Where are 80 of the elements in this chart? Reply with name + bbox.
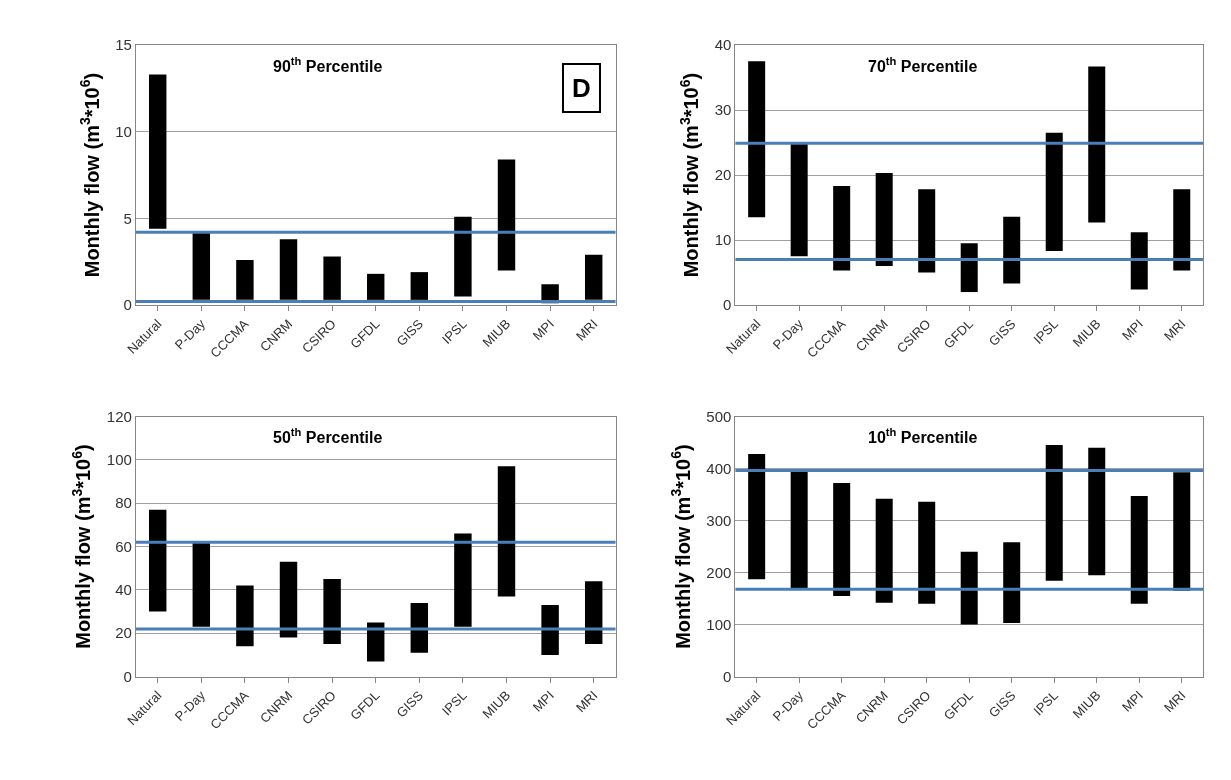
y-tick-label: 15	[115, 36, 132, 54]
bar	[279, 239, 298, 300]
text: 10$^{th}$ Percentile	[868, 426, 978, 446]
bar	[1003, 542, 1021, 623]
bar	[323, 579, 341, 645]
bar	[1003, 216, 1021, 284]
x-tick-label: IPSL	[439, 316, 470, 347]
bar	[192, 542, 211, 627]
bar	[497, 159, 516, 271]
bar	[1088, 66, 1106, 223]
bar	[366, 273, 385, 300]
bar	[279, 561, 298, 638]
bar	[1088, 447, 1106, 576]
y-tick-label: 400	[706, 459, 732, 477]
y-tick-label: 120	[106, 407, 132, 425]
bar	[1130, 496, 1148, 604]
x-tick-label: MRI	[572, 316, 601, 344]
y-tick-label: 200	[706, 563, 732, 581]
y-tick-label: 10	[115, 122, 132, 140]
y-tick-label: 40	[714, 36, 732, 54]
bar	[148, 74, 167, 229]
y-tick-label: 40	[115, 581, 132, 599]
bar	[584, 254, 603, 300]
bar	[410, 602, 429, 653]
bar	[960, 551, 978, 625]
bar	[454, 216, 472, 297]
x-tick-label: MPI	[529, 316, 557, 344]
bar	[918, 189, 936, 273]
x-tick-label: MRI	[1161, 687, 1189, 716]
y-tick-label: 0	[123, 667, 132, 685]
y-tick-label: 0	[723, 667, 732, 685]
bar	[410, 272, 429, 300]
bar	[833, 483, 851, 596]
bar	[148, 509, 167, 612]
y-tick-label: 5	[123, 209, 132, 227]
bar	[323, 256, 341, 300]
bar	[960, 243, 978, 293]
bar	[1045, 132, 1063, 252]
y-tick-label: 0	[723, 296, 732, 314]
y-tick-label: 0	[123, 296, 132, 314]
annotation: D	[572, 73, 591, 103]
bar	[192, 232, 211, 300]
bar	[875, 173, 893, 267]
y-tick-label: 80	[115, 494, 132, 512]
y-tick-label: 30	[714, 101, 732, 119]
bar	[236, 585, 254, 647]
bar	[1173, 472, 1191, 591]
x-tick-label: MRI	[572, 687, 601, 716]
bar	[541, 605, 559, 655]
y-tick-label: 60	[115, 537, 132, 555]
bar	[790, 471, 808, 589]
bar	[1130, 232, 1148, 290]
y-tick-label: 500	[706, 407, 732, 425]
y-tick-label: 20	[714, 166, 732, 184]
y-tick-label: 100	[106, 451, 132, 469]
text: 50$^{th}$ Percentile	[273, 426, 383, 446]
y-tick-label: 100	[706, 615, 732, 633]
y-tick-label: 20	[115, 624, 132, 642]
bar	[918, 501, 936, 604]
x-tick-label: MRI	[1161, 316, 1189, 344]
y-tick-label: 10	[714, 231, 732, 249]
bar	[1173, 189, 1191, 271]
x-tick-label: IPSL	[1030, 316, 1061, 347]
y-tick-label: 300	[706, 511, 732, 529]
bar	[790, 142, 808, 257]
bar	[497, 466, 516, 597]
bar	[1045, 445, 1063, 581]
text: 70$^{th}$ Percentile	[868, 55, 978, 75]
bar	[366, 622, 385, 662]
bar	[833, 186, 851, 271]
x-tick-label: MPI	[529, 687, 557, 715]
bar	[875, 498, 893, 603]
x-tick-label: MPI	[1119, 316, 1146, 344]
bar	[748, 61, 766, 218]
text: 90$^{th}$ Percentile	[273, 55, 383, 75]
bar	[584, 581, 603, 645]
bar	[236, 259, 254, 300]
bar	[748, 453, 766, 580]
x-tick-label: MPI	[1119, 687, 1146, 715]
bar	[454, 533, 472, 627]
